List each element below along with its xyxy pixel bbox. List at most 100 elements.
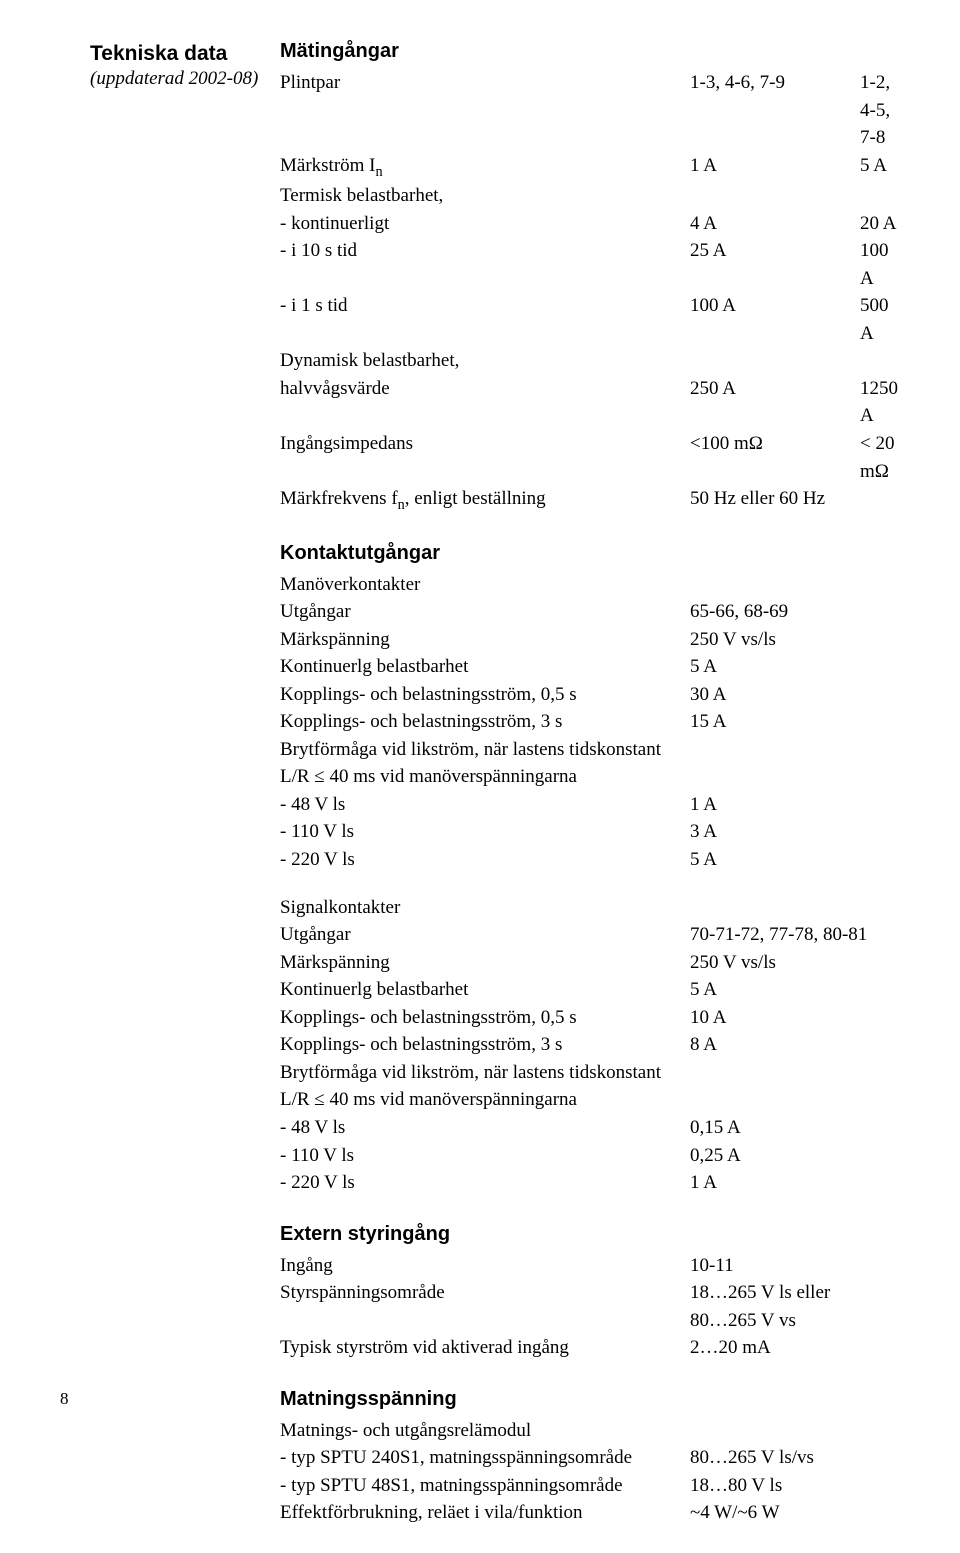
label: - i 1 s tid — [280, 292, 690, 347]
row-m-k3: Kopplings- och belastningsström, 3 s 15 … — [280, 708, 900, 736]
label: Brytförmåga vid likström, när lastens ti… — [280, 1059, 661, 1087]
col2: 500 A — [860, 292, 900, 347]
col2: 100 A — [860, 237, 900, 292]
row-m-110v: - 110 V ls 3 A — [280, 818, 900, 846]
row-plintpar: Plintpar 1-3, 4-6, 7-9 1-2, 4-5, 7-8 — [280, 69, 900, 152]
col1: 5 A — [690, 653, 860, 681]
col1: 80…265 V vs — [690, 1307, 860, 1335]
col1: 100 A — [690, 292, 860, 347]
label: Kopplings- och belastningsström, 0,5 s — [280, 681, 690, 709]
subheading-signal: Signalkontakter — [280, 894, 900, 922]
heading-matning: Matningsspänning — [280, 1388, 900, 1411]
col1: 50 Hz eller 60 Hz — [690, 485, 860, 515]
label: Kopplings- och belastningsström, 3 s — [280, 1031, 690, 1059]
col2: < 20 mΩ — [860, 430, 900, 485]
label: Typisk styrström vid aktiverad ingång — [280, 1334, 690, 1362]
label: - 220 V ls — [280, 1169, 690, 1197]
col1: 250 V vs/ls — [690, 949, 860, 977]
row-m-220v: - 220 V ls 5 A — [280, 846, 900, 874]
row-i10s: - i 10 s tid 25 A 100 A — [280, 237, 900, 292]
row-s-48v: - 48 V ls 0,15 A — [280, 1114, 900, 1142]
heading-extern: Extern styringång — [280, 1223, 900, 1246]
col1: 18…80 V ls — [690, 1472, 860, 1500]
row-m-k05: Kopplings- och belastningsström, 0,5 s 3… — [280, 681, 900, 709]
updated-note: (uppdaterad 2002-08) — [90, 67, 270, 92]
col1: 65-66, 68-69 — [690, 598, 860, 626]
col1: 80…265 V ls/vs — [690, 1444, 814, 1472]
label: - 110 V ls — [280, 1142, 690, 1170]
label: Termisk belastbarhet, — [280, 182, 690, 210]
col1: 10-11 — [690, 1252, 860, 1280]
row-m-48v: - 48 V ls 1 A — [280, 791, 900, 819]
col1: 15 A — [690, 708, 860, 736]
row-dynamisk: Dynamisk belastbarhet, — [280, 347, 900, 375]
label: Manöverkontakter — [280, 571, 690, 599]
label: Styrspänningsområde — [280, 1279, 690, 1307]
label: Utgångar — [280, 921, 690, 949]
col1: 18…265 V ls eller — [690, 1279, 830, 1307]
label: Ingångsimpedans — [280, 430, 690, 485]
subheading-manover: Manöverkontakter — [280, 571, 900, 599]
label: Matnings- och utgångsrelämodul — [280, 1417, 690, 1445]
row-ingang: Ingång 10-11 — [280, 1252, 900, 1280]
tech-data-heading: Tekniska data — [90, 40, 270, 67]
col1: 30 A — [690, 681, 860, 709]
col1: <100 mΩ — [690, 430, 860, 485]
label: - typ SPTU 240S1, matningsspänningsområd… — [280, 1444, 690, 1472]
row-m-bryt1: Brytförmåga vid likström, när lastens ti… — [280, 736, 900, 764]
row-s-bryt2: L/R ≤ 40 ms vid manöverspänningarna — [280, 1086, 900, 1114]
label: Dynamisk belastbarhet, — [280, 347, 690, 375]
row-halvvag: halvvågsvärde 250 A 1250 A — [280, 375, 900, 430]
label: L/R ≤ 40 ms vid manöverspänningarna — [280, 763, 690, 791]
col1: 70-71-72, 77-78, 80-81 — [690, 921, 867, 949]
subscript: n — [398, 497, 405, 513]
content: Tekniska data (uppdaterad 2002-08) Mätin… — [90, 40, 900, 1553]
row-s-k3: Kopplings- och belastningsström, 3 s 8 A — [280, 1031, 900, 1059]
label: - i 10 s tid — [280, 237, 690, 292]
label: Kontinuerlg belastbarhet — [280, 976, 690, 1004]
row-m-bryt2: L/R ≤ 40 ms vid manöverspänningarna — [280, 763, 900, 791]
row-impedans: Ingångsimpedans <100 mΩ < 20 mΩ — [280, 430, 900, 485]
label: Märkspänning — [280, 949, 690, 977]
col1: 5 A — [690, 846, 860, 874]
row-mat-sub: Matnings- och utgångsrelämodul — [280, 1417, 900, 1445]
col1: 2…20 mA — [690, 1334, 860, 1362]
col1: 25 A — [690, 237, 860, 292]
label: L/R ≤ 40 ms vid manöverspänningarna — [280, 1086, 690, 1114]
label: Brytförmåga vid likström, när lastens ti… — [280, 736, 661, 764]
col2: 1-2, 4-5, 7-8 — [860, 69, 900, 152]
section-kontaktutgangar: Kontaktutgångar Manöverkontakter Utgånga… — [280, 542, 900, 1197]
label — [280, 1307, 690, 1335]
label: Märkström In — [280, 152, 690, 182]
col1: 3 A — [690, 818, 860, 846]
col2: 5 A — [860, 152, 900, 182]
col1: 1 A — [690, 152, 860, 182]
label: Plintpar — [280, 69, 690, 152]
row-s-220v: - 220 V ls 1 A — [280, 1169, 900, 1197]
label: - 220 V ls — [280, 846, 690, 874]
col1: 1 A — [690, 1169, 860, 1197]
col1: 0,15 A — [690, 1114, 860, 1142]
row-styrspanning2: 80…265 V vs — [280, 1307, 900, 1335]
label: Märkspänning — [280, 626, 690, 654]
label-text: Märkström I — [280, 155, 376, 176]
label: Effektförbrukning, reläet i vila/funktio… — [280, 1499, 690, 1527]
row-typ48: - typ SPTU 48S1, matningsspänningsområde… — [280, 1472, 900, 1500]
label: - 110 V ls — [280, 818, 690, 846]
label: Märkfrekvens fn, enligt beställning — [280, 485, 690, 515]
page: Tekniska data (uppdaterad 2002-08) Mätin… — [0, 0, 960, 1439]
label: Signalkontakter — [280, 894, 690, 922]
row-s-utgangar: Utgångar 70-71-72, 77-78, 80-81 — [280, 921, 900, 949]
section-extern: Extern styringång Ingång 10-11 Styrspänn… — [280, 1223, 900, 1362]
row-termisk: Termisk belastbarhet, — [280, 182, 900, 210]
left-column: Tekniska data (uppdaterad 2002-08) — [90, 40, 280, 92]
col1: 5 A — [690, 976, 860, 1004]
row-s-kontinuerlg: Kontinuerlg belastbarhet 5 A — [280, 976, 900, 1004]
row-s-bryt1: Brytförmåga vid likström, när lastens ti… — [280, 1059, 900, 1087]
row-styrspanning: Styrspänningsområde 18…265 V ls eller — [280, 1279, 900, 1307]
col1: 4 A — [690, 210, 860, 238]
page-number: 8 — [60, 1389, 69, 1409]
col1: 0,25 A — [690, 1142, 860, 1170]
heading-kontaktutgangar: Kontaktutgångar — [280, 542, 900, 565]
col2: 1250 A — [860, 375, 900, 430]
